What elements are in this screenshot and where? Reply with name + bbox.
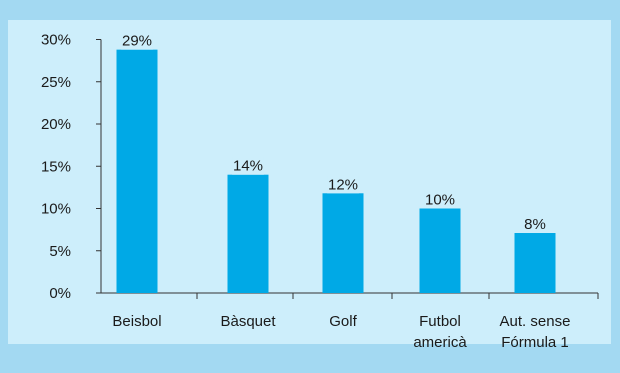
bar — [116, 49, 158, 293]
x-category-label-line: Fórmula 1 — [501, 334, 569, 351]
x-category-label: Beisbol — [112, 313, 161, 330]
x-category-label-line: Futbol — [419, 313, 461, 330]
data-label-background — [232, 156, 264, 175]
y-tick-label: 15% — [41, 158, 71, 175]
bars — [116, 49, 556, 293]
x-category-label: Aut. sense Fórmula 1 — [500, 313, 571, 351]
data-label: 14% — [233, 158, 263, 175]
bar — [322, 193, 364, 293]
x-category-label-line: Bàsquet — [220, 313, 276, 330]
bar — [514, 233, 556, 293]
data-label-background — [523, 215, 547, 234]
data-label-background — [424, 190, 456, 209]
x-category-label-line: Beisbol — [112, 313, 161, 330]
y-axis: 0% 5% 10% 15% 20% 25% 30% — [41, 32, 102, 302]
y-tick-label: 0% — [49, 285, 71, 302]
y-tick-label: 25% — [41, 74, 71, 91]
data-label: 29% — [122, 33, 152, 50]
y-tick-label: 30% — [41, 32, 71, 49]
bar — [419, 208, 461, 293]
x-category-label: Golf — [329, 313, 357, 330]
data-label-background — [121, 31, 153, 50]
y-tick-label: 5% — [49, 243, 71, 260]
x-category-label: Bàsquet — [220, 313, 276, 330]
data-label: 8% — [524, 216, 546, 233]
y-tick-label: 10% — [41, 201, 71, 218]
data-label: 12% — [328, 176, 358, 193]
y-tick-label: 20% — [41, 116, 71, 133]
x-category-label-line: Golf — [329, 313, 357, 330]
x-category-label-line: americà — [413, 334, 467, 351]
data-label: 10% — [425, 192, 455, 209]
data-labels: 29% 14% 12% 10% 8% — [121, 31, 547, 234]
x-category-label: Futbol americà — [413, 313, 467, 351]
plot-background — [8, 20, 611, 344]
bar — [227, 174, 269, 293]
data-label-background — [327, 175, 359, 194]
x-category-label-line: Aut. sense — [500, 313, 571, 330]
